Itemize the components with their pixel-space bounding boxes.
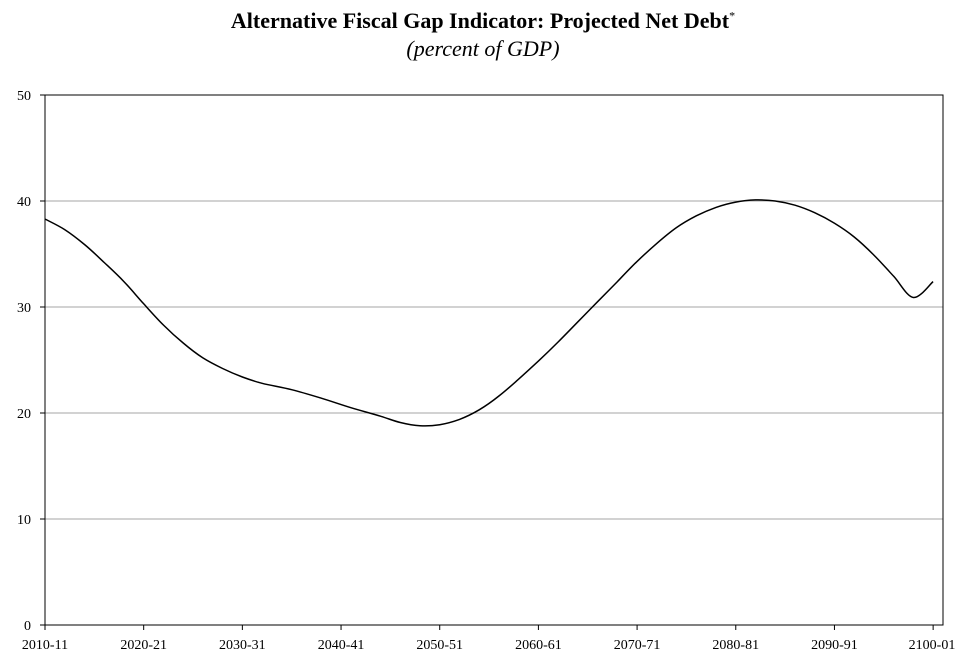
chart-title-footnote-mark: * (729, 8, 736, 23)
plot-border (44, 94, 944, 626)
y-tick-label-50: 50 (17, 89, 31, 104)
chart-subtitle: (percent of GDP) (406, 36, 560, 61)
x-tick-label-2010-11: 2010-11 (22, 638, 68, 653)
chart-title: Alternative Fiscal Gap Indicator: Projec… (0, 8, 966, 34)
x-tick-label-2080-81: 2080-81 (712, 638, 759, 653)
x-tick-label-2100-01: 2100-01 (909, 638, 956, 653)
y-tick-label-10: 10 (17, 513, 31, 528)
y-tick-label-20: 20 (17, 407, 31, 422)
y-tick-label-30: 30 (17, 301, 31, 316)
x-tick-label-2090-91: 2090-91 (811, 638, 858, 653)
chart-title-text: Alternative Fiscal Gap Indicator: Projec… (230, 8, 730, 33)
series-line-0 (44, 199, 934, 427)
x-tick-label-2060-61: 2060-61 (515, 638, 562, 653)
y-tick-label-40: 40 (17, 195, 31, 210)
x-tick-label-2030-31: 2030-31 (219, 638, 266, 653)
y-tick-label-0: 0 (24, 619, 31, 634)
x-tick-label-2020-21: 2020-21 (120, 638, 167, 653)
x-tick-label-2040-41: 2040-41 (318, 638, 365, 653)
x-tick-label-2050-51: 2050-51 (416, 638, 463, 653)
x-tick-label-2070-71: 2070-71 (614, 638, 661, 653)
